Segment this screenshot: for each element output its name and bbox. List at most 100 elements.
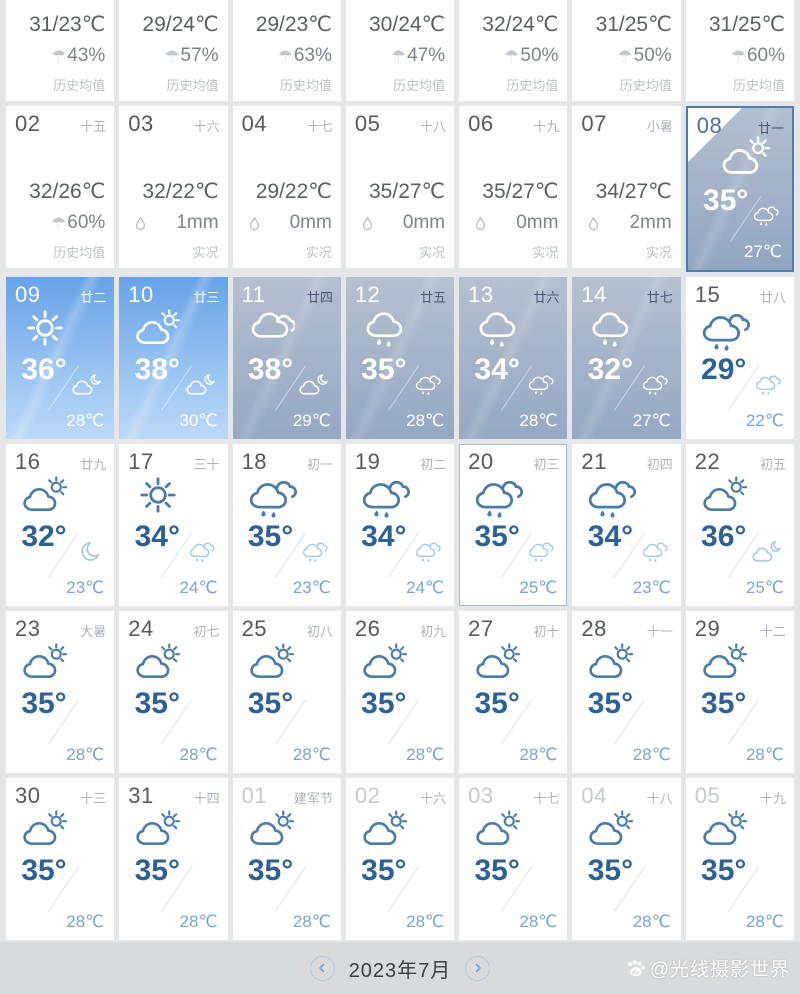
day-cell-20[interactable]: 20 初三 35° 25℃ <box>459 444 568 606</box>
stat-caption: 历史均值 <box>619 78 672 93</box>
day-weather <box>346 643 424 680</box>
day-cell-30[interactable]: 30 十三 35° 28℃ <box>6 778 115 940</box>
cell-lunar: 廿九 <box>80 457 107 472</box>
day-cell[interactable]: 29/23℃ ☂ 63% 历史均值 <box>232 0 341 101</box>
cell-stats: 29/24℃ ☂ 57% 历史均值 <box>119 12 227 94</box>
day-cell-22[interactable]: 22 初五 36° 25℃ <box>685 444 794 606</box>
day-cell-09[interactable]: 09 廿二 36° 28℃ <box>6 277 115 439</box>
day-cell-06[interactable]: 06 十九 35/27℃ 0mm 实况 <box>459 106 568 268</box>
stat-caption: 历史均值 <box>732 78 785 93</box>
day-cell-02[interactable]: 02 十五 32/26℃ ☂ 60% 历史均值 <box>6 106 115 268</box>
day-cell-04[interactable]: 04 十八 35° 28℃ <box>572 778 681 940</box>
cell-date: 03 <box>468 783 494 808</box>
night-weather <box>527 373 554 395</box>
cell-date: 12 <box>354 282 381 307</box>
day-cell-29[interactable]: 29 十二 35° 28℃ <box>685 611 794 773</box>
cell-lunar: 三十 <box>193 457 220 472</box>
rain2-icon <box>473 476 523 518</box>
day-temp: 34° <box>587 520 634 553</box>
cell-stats: 29/22℃ 0mm 实况 <box>233 179 341 261</box>
day-cell-04[interactable]: 04 十七 29/22℃ 0mm 实况 <box>232 106 341 268</box>
calendar-grid: 31/23℃ ☂ 43% 历史均值 29/24℃ ☂ 57% 历史均值 29/23℃ ☂ 63% 历史… <box>6 0 794 940</box>
cell-header: 08 廿一 <box>697 113 784 139</box>
cell-lunar: 十一 <box>646 624 673 639</box>
day-weather <box>119 476 197 514</box>
day-weather <box>686 810 764 847</box>
day-weather <box>119 643 197 680</box>
day-cell-28[interactable]: 28 十一 35° 28℃ <box>572 611 681 773</box>
watermark-text: @光线摄影世界 <box>649 959 790 981</box>
rain-icon <box>364 309 406 348</box>
day-cell-05[interactable]: 05 十八 35/27℃ 0mm 实况 <box>345 106 455 268</box>
rain-probability: ☂ 63% <box>278 45 332 67</box>
day-cell-01[interactable]: 01 建军节 35° 28℃ <box>232 778 341 940</box>
partly-sunny-icon <box>361 643 409 680</box>
temp-range: 35/27℃ <box>482 180 559 203</box>
cell-header: 20 初三 <box>468 449 559 475</box>
day-temp: 35° <box>134 854 180 887</box>
day-cell-13[interactable]: 13 廿六 34° 28℃ <box>459 277 568 439</box>
day-cell-03[interactable]: 03 十七 35° 28℃ <box>459 778 568 940</box>
day-cell-23[interactable]: 23 大暑 35° 28℃ <box>6 611 115 773</box>
day-cell-24[interactable]: 24 初七 35° 28℃ <box>119 611 228 773</box>
day-cell[interactable]: 31/23℃ ☂ 43% 历史均值 <box>6 0 115 101</box>
day-cell-14[interactable]: 14 廿七 32° 27℃ <box>572 277 681 439</box>
day-cell-18[interactable]: 18 初一 35° 23℃ <box>232 444 341 606</box>
day-cell-02[interactable]: 02 十六 35° 28℃ <box>345 778 455 940</box>
day-cell-21[interactable]: 21 初四 34° 23℃ <box>572 444 681 606</box>
partly-sunny-icon <box>21 476 69 513</box>
day-cell-10[interactable]: 10 廿三 38° 30℃ <box>119 277 228 439</box>
day-cell-26[interactable]: 26 初九 35° 28℃ <box>345 611 455 773</box>
day-cell-17[interactable]: 17 三十 34° 24℃ <box>119 444 228 606</box>
day-cell-07[interactable]: 07 小暑 34/27℃ 2mm 实况 <box>572 106 681 268</box>
prev-month-button[interactable] <box>309 955 335 981</box>
day-cell-16[interactable]: 16 廿九 32° 23℃ <box>6 444 115 606</box>
rain-probability-value: 57% <box>180 45 219 66</box>
cell-date: 02 <box>354 783 381 808</box>
day-temp: 38° <box>134 353 180 386</box>
day-cell-03[interactable]: 03 十六 32/22℃ 1mm 实况 <box>119 106 228 268</box>
next-month-button[interactable] <box>465 955 491 981</box>
day-temp: 34° <box>361 520 407 553</box>
day-cell-05[interactable]: 05 十九 35° 28℃ <box>685 778 794 940</box>
day-cell[interactable]: 29/24℃ ☂ 57% 历史均值 <box>119 0 228 101</box>
day-cell-11[interactable]: 11 廿四 38° 29℃ <box>232 277 341 439</box>
day-cell-31[interactable]: 31 十四 35° 28℃ <box>119 778 228 940</box>
day-temp: 35° <box>361 854 407 887</box>
cloud-moon-icon <box>71 373 101 396</box>
day-cell[interactable]: 31/25℃ ☂ 50% 历史均值 <box>572 0 681 101</box>
cell-header: 11 廿四 <box>242 282 333 308</box>
rain-small-icon <box>527 540 554 562</box>
cell-date: 29 <box>694 616 721 641</box>
cell-lunar: 廿四 <box>306 290 333 305</box>
night-temp: 28℃ <box>179 912 218 931</box>
cell-header: 04 十八 <box>581 783 672 809</box>
day-cell-08[interactable]: 08 廿一 35° 27℃ <box>685 106 794 272</box>
day-temp: 35° <box>247 854 294 887</box>
day-temp: 34° <box>134 520 180 553</box>
day-cell-15[interactable]: 15 廿八 29° 22℃ <box>685 277 794 439</box>
day-weather <box>572 810 650 847</box>
cell-date: 31 <box>128 783 154 808</box>
month-label: 2023年7月 <box>348 959 452 982</box>
rain-small-icon <box>754 373 781 395</box>
cell-header: 21 初四 <box>581 449 672 475</box>
day-weather <box>6 810 84 847</box>
day-cell[interactable]: 30/24℃ ☂ 47% 历史均值 <box>345 0 455 101</box>
partly-sunny-icon <box>134 810 182 847</box>
cell-date: 08 <box>696 113 723 138</box>
cell-lunar: 初四 <box>646 457 673 472</box>
day-temp: 29° <box>701 353 747 386</box>
day-weather <box>119 810 197 847</box>
rain-small-icon <box>527 373 554 395</box>
day-cell-27[interactable]: 27 初十 35° 28℃ <box>459 611 568 773</box>
day-cell-12[interactable]: 12 廿五 35° 28℃ <box>345 277 455 439</box>
cell-date: 27 <box>468 616 494 641</box>
day-cell[interactable]: 32/24℃ ☂ 50% 历史均值 <box>459 0 568 101</box>
night-weather <box>414 373 441 395</box>
day-cell-19[interactable]: 19 初二 34° 24℃ <box>345 444 455 606</box>
stat-caption: 历史均值 <box>506 78 559 93</box>
night-temp: 28℃ <box>66 745 105 764</box>
day-cell[interactable]: 31/25℃ ☂ 60% 历史均值 <box>685 0 794 101</box>
day-cell-25[interactable]: 25 初八 35° 28℃ <box>232 611 341 773</box>
